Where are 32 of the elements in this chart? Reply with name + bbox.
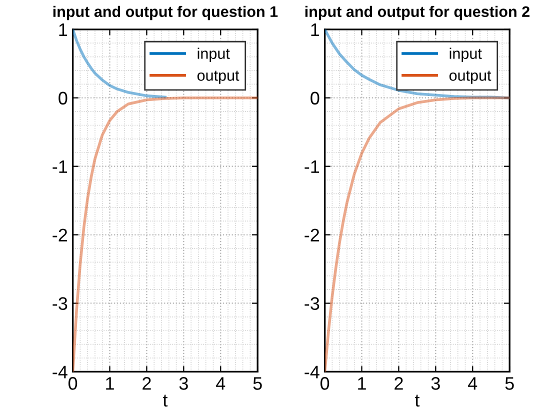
x-tick-label: 1: [358, 377, 366, 390]
legend-label: input: [198, 48, 230, 62]
y-tick-label: 0: [58, 92, 68, 105]
x-tick-label: 3: [179, 377, 188, 390]
legend-label: output: [449, 70, 492, 84]
y-tick-label: -1: [52, 160, 68, 173]
chart-title: input and output for question 2: [305, 6, 530, 20]
legend-label: output: [197, 70, 240, 84]
y-tick-label: -3: [304, 297, 320, 310]
x-tick-label: 3: [431, 377, 440, 390]
y-tick-label: -3: [52, 297, 68, 310]
x-tick-label: 5: [505, 377, 514, 390]
y-tick-label: -2: [304, 228, 320, 242]
y-tick-label: -1: [304, 160, 320, 173]
y-tick-label: -4: [304, 366, 320, 378]
y-tick-label: 1: [311, 24, 320, 36]
x-tick-label: 4: [468, 377, 478, 390]
y-tick-label: 0: [310, 92, 320, 105]
x-tick-label: 2: [394, 377, 403, 390]
y-tick-label: -2: [52, 228, 68, 242]
x-tick-label: 0: [68, 377, 78, 390]
x-tick-label: 0: [320, 377, 330, 390]
x-tick-label: 1: [106, 377, 114, 390]
chart-title: input and output for question 1: [53, 6, 278, 20]
y-tick-label: 1: [59, 24, 68, 36]
x-tick-label: 5: [253, 377, 262, 390]
y-tick-label: -4: [52, 366, 68, 378]
x-tick-label: 2: [142, 377, 151, 390]
x-tick-label: 4: [216, 377, 226, 390]
legend-label: input: [450, 48, 482, 62]
x-axis-title: t: [414, 394, 420, 407]
x-axis-title: t: [162, 394, 168, 407]
